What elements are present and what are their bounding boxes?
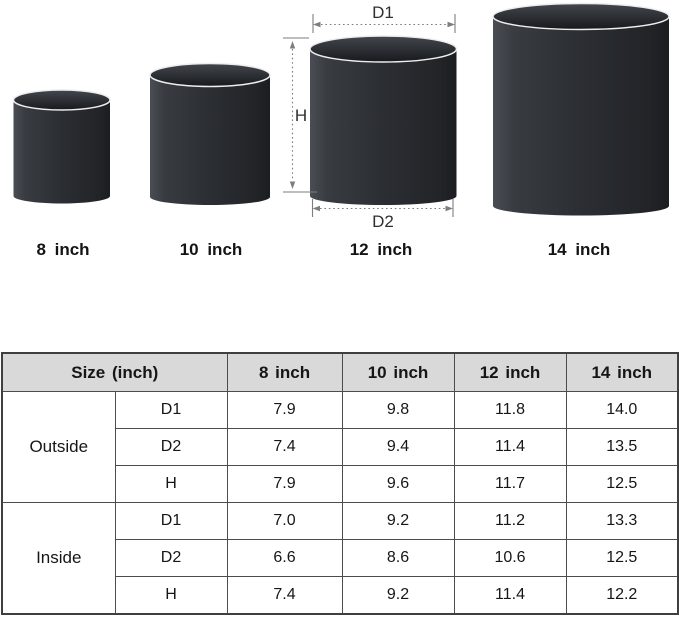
value-cell: 14.0 bbox=[565, 391, 679, 429]
table-row-inside-h: H 7.4 9.2 11.4 12.2 bbox=[2, 576, 679, 615]
value-cell: 12.5 bbox=[565, 465, 679, 503]
table-row-outside-d2: D2 7.4 9.4 11.4 13.5 bbox=[2, 428, 679, 466]
header-row: Size (inch) 8 inch 10 inch 12 inch 14 in… bbox=[1, 352, 679, 392]
value-cell: 12.5 bbox=[565, 539, 679, 577]
size-spec-table: Size (inch) 8 inch 10 inch 12 inch 14 in… bbox=[1, 352, 679, 615]
dim-cell: D1 bbox=[114, 391, 228, 429]
value-cell: 9.2 bbox=[341, 576, 455, 615]
h-up-arrow bbox=[289, 41, 296, 49]
table-row-inside-d1: Inside D1 7.0 9.2 11.2 13.3 bbox=[1, 502, 679, 615]
pots-illustration: D1 H D2 8 inch 10 inch 12 inch 14 inch bbox=[0, 0, 679, 270]
d1-dimension-label: D1 bbox=[372, 3, 394, 22]
table-row-outside-d1: Outside D1 7.9 9.8 11.8 14.0 bbox=[1, 391, 679, 503]
group-label-inside: Inside bbox=[1, 502, 116, 615]
header-col-12in: 12 inch bbox=[453, 352, 567, 392]
pot-label-10-inch: 10 inch bbox=[179, 240, 243, 259]
value-cell: 11.8 bbox=[453, 391, 567, 429]
header-col-8in: 8 inch bbox=[226, 352, 343, 392]
pots-graphic bbox=[12, 2, 670, 217]
value-cell: 13.5 bbox=[565, 428, 679, 466]
value-cell: 7.0 bbox=[226, 502, 343, 540]
value-cell: 7.9 bbox=[226, 391, 343, 429]
d1-right-arrow bbox=[447, 21, 455, 28]
value-cell: 10.6 bbox=[453, 539, 567, 577]
value-cell: 9.2 bbox=[341, 502, 455, 540]
d2-left-arrow bbox=[312, 205, 320, 212]
value-cell: 9.4 bbox=[341, 428, 455, 466]
pot-label-8-inch: 8 inch bbox=[36, 240, 90, 259]
dim-cell: D2 bbox=[114, 428, 228, 466]
value-cell: 11.7 bbox=[453, 465, 567, 503]
header-col-14in: 14 inch bbox=[565, 352, 679, 392]
table-row-inside-d2: D2 6.6 8.6 10.6 12.5 bbox=[2, 539, 679, 577]
d2-dimension-label: D2 bbox=[372, 212, 394, 231]
dim-cell: H bbox=[114, 465, 228, 503]
pot-12-inch bbox=[309, 35, 458, 205]
header-col-10in: 10 inch bbox=[341, 352, 455, 392]
dimension-annotations bbox=[283, 14, 456, 217]
spec-table-body: Outside D1 7.9 9.8 11.8 14.0 D2 7.4 9.4 … bbox=[1, 391, 679, 615]
value-cell: 13.3 bbox=[565, 502, 679, 540]
value-cell: 12.2 bbox=[565, 576, 679, 615]
value-cell: 7.4 bbox=[226, 428, 343, 466]
pot-10-inch bbox=[149, 62, 271, 205]
spec-table-header: Size (inch) 8 inch 10 inch 12 inch 14 in… bbox=[1, 352, 679, 392]
value-cell: 11.4 bbox=[453, 428, 567, 466]
h-down-arrow bbox=[289, 181, 296, 189]
value-cell: 6.6 bbox=[226, 539, 343, 577]
table-row-outside-h: H 7.9 9.6 11.7 12.5 bbox=[2, 465, 679, 503]
value-cell: 7.4 bbox=[226, 576, 343, 615]
pot-8-inch bbox=[12, 89, 111, 204]
value-cell: 9.8 bbox=[341, 391, 455, 429]
value-cell: 11.2 bbox=[453, 502, 567, 540]
header-size: Size (inch) bbox=[1, 352, 228, 392]
pot-14-inch bbox=[492, 2, 670, 216]
dim-cell: H bbox=[114, 576, 228, 615]
dim-cell: D1 bbox=[114, 502, 228, 540]
h-dimension-label: H bbox=[294, 106, 308, 125]
value-cell: 8.6 bbox=[341, 539, 455, 577]
value-cell: 9.6 bbox=[341, 465, 455, 503]
d2-right-arrow bbox=[445, 205, 453, 212]
value-cell: 7.9 bbox=[226, 465, 343, 503]
value-cell: 11.4 bbox=[453, 576, 567, 615]
pot-label-12-inch: 12 inch bbox=[349, 240, 413, 259]
d1-left-arrow bbox=[313, 21, 321, 28]
dim-cell: D2 bbox=[114, 539, 228, 577]
group-label-outside: Outside bbox=[1, 391, 116, 503]
pot-label-14-inch: 14 inch bbox=[547, 240, 611, 259]
